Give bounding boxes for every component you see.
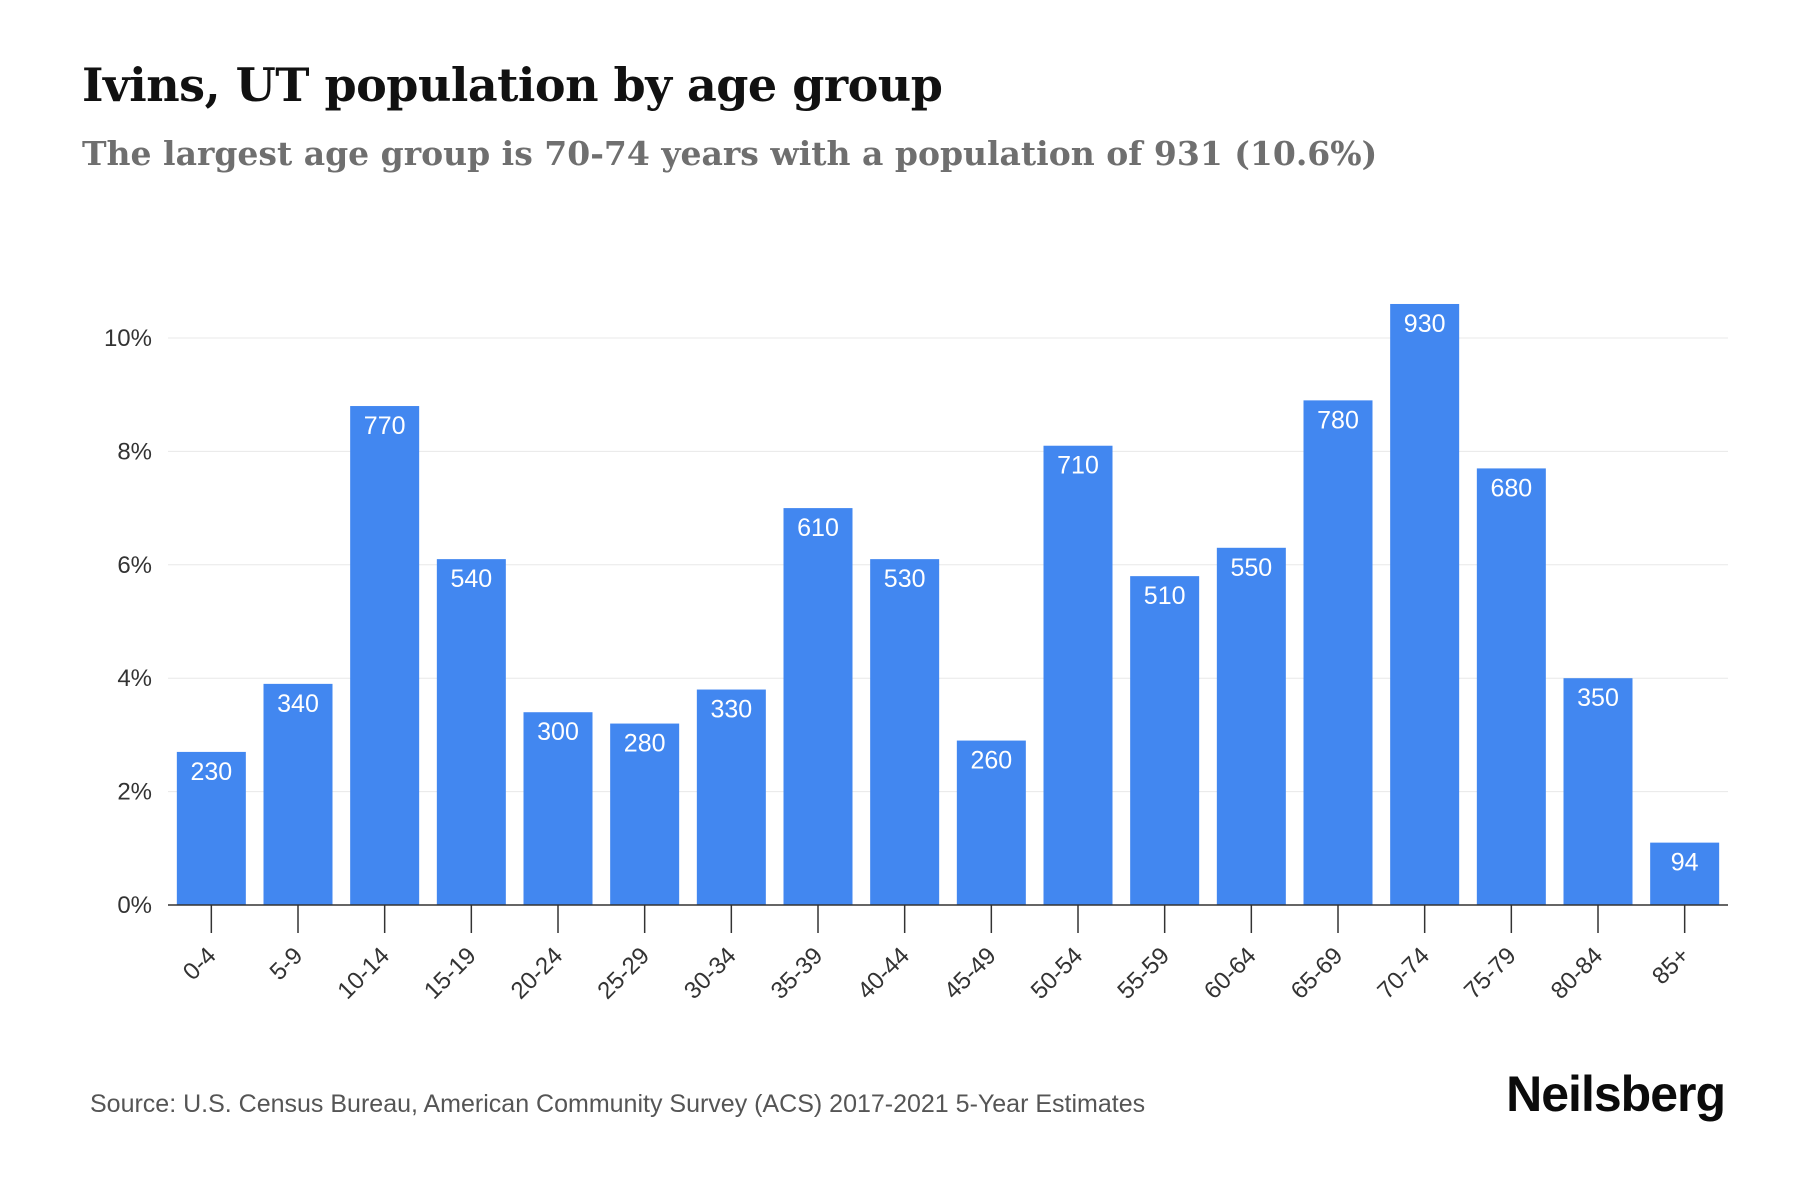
bar-data-label: 770	[364, 412, 406, 440]
x-tick-label: 25-29	[592, 942, 655, 1005]
y-tick-label: 10%	[104, 325, 152, 352]
x-tick-label: 65-69	[1286, 942, 1349, 1005]
x-tick-label: 15-19	[419, 942, 482, 1005]
x-tick-label: 35-39	[766, 942, 829, 1005]
bar-data-label: 94	[1671, 849, 1699, 877]
bar-data-label: 680	[1490, 474, 1532, 502]
bar	[436, 559, 506, 905]
x-tick-label: 80-84	[1546, 942, 1609, 1005]
bar	[1216, 547, 1286, 905]
x-tick-label: 85+	[1647, 942, 1695, 990]
y-tick-label: 6%	[117, 552, 152, 579]
x-tick-label: 0-4	[178, 942, 222, 986]
y-tick-label: 2%	[117, 779, 152, 806]
x-tick-label: 55-59	[1112, 942, 1175, 1005]
bar	[956, 740, 1026, 905]
bar-data-label: 510	[1144, 582, 1186, 610]
bar	[523, 712, 593, 905]
bar-data-label: 610	[797, 514, 839, 542]
bar-data-label: 710	[1057, 452, 1099, 480]
bar	[1563, 678, 1633, 905]
y-tick-label: 8%	[117, 438, 152, 465]
bar	[1476, 468, 1546, 905]
x-tick-label: 60-64	[1199, 942, 1262, 1005]
bar-data-label: 300	[537, 718, 579, 746]
source-note: Source: U.S. Census Bureau, American Com…	[90, 1090, 1146, 1118]
bar-data-label: 540	[450, 565, 492, 593]
x-tick-label: 5-9	[265, 942, 309, 986]
bar	[1390, 303, 1460, 906]
bar-data-label: 330	[710, 696, 752, 724]
bar	[1650, 842, 1720, 905]
y-tick-label: 4%	[117, 665, 152, 692]
bar	[870, 559, 940, 905]
bar-data-label: 780	[1317, 406, 1359, 434]
bar	[1130, 576, 1200, 905]
x-tick-label: 45-49	[939, 942, 1002, 1005]
bar	[610, 723, 680, 905]
x-tick-label: 50-54	[1026, 942, 1089, 1005]
bar-data-label: 260	[970, 747, 1012, 775]
brand-logo: Neilsberg	[1506, 1066, 1726, 1122]
chart-title: Ivins, UT population by age group	[82, 58, 943, 112]
bar-data-label: 930	[1404, 310, 1446, 338]
bar	[176, 751, 246, 905]
x-tick-label: 20-24	[506, 942, 569, 1005]
x-tick-label: 70-74	[1372, 942, 1435, 1005]
x-tick-label: 30-34	[679, 942, 742, 1005]
bar-data-label: 230	[190, 758, 232, 786]
bar-data-label: 530	[884, 565, 926, 593]
bar	[696, 689, 766, 905]
bar-data-label: 350	[1577, 684, 1619, 712]
bar-data-label: 340	[277, 690, 319, 718]
bar	[350, 406, 420, 905]
bar-chart: 0% 2% 4% 6% 8% 10% 230 0-4 340 5-9 770 10-14 540 15-1…	[104, 303, 1728, 1005]
x-tick-label: 40-44	[852, 942, 915, 1005]
bar	[1303, 400, 1373, 905]
bar-data-label: 550	[1230, 554, 1272, 582]
bar-data-label: 280	[624, 730, 666, 758]
x-tick-label: 10-14	[332, 942, 395, 1005]
bar	[263, 683, 333, 905]
x-tick-label: 75-79	[1459, 942, 1522, 1005]
chart-subtitle: The largest age group is 70-74 years wit…	[82, 134, 1378, 173]
y-tick-label: 0%	[117, 892, 152, 919]
bar	[783, 508, 853, 905]
bar	[1043, 445, 1113, 905]
